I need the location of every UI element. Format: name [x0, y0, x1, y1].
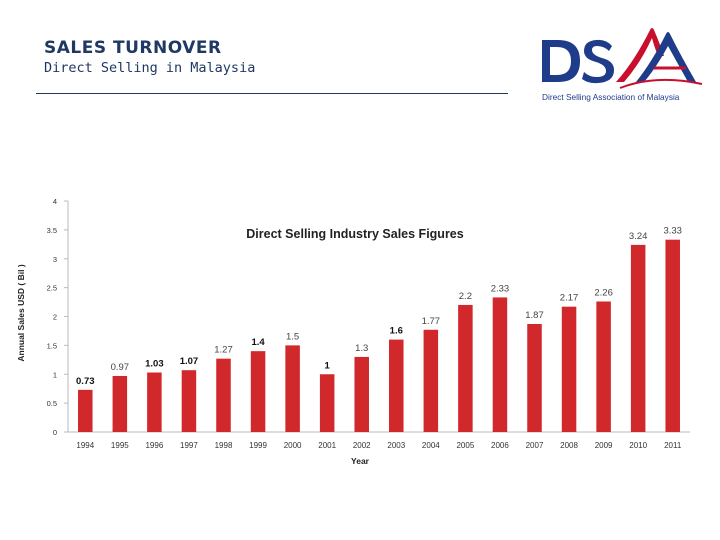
sales-bar-chart: Direct Selling Industry Sales Figures An… [16, 197, 690, 466]
x-tick-label-2010: 2010 [629, 441, 647, 450]
bar-2003 [389, 339, 404, 432]
x-tick-label-2003: 2003 [387, 441, 405, 450]
title-divider [36, 93, 508, 94]
data-label-2011: 3.33 [663, 226, 682, 237]
x-tick-label-2000: 2000 [284, 441, 302, 450]
data-label-1997: 1.07 [180, 356, 199, 367]
data-label-2000: 1.5 [286, 331, 299, 342]
data-label-2010: 3.24 [629, 231, 648, 242]
bar-group: 0.73 1994 0.97 1995 1.03 1996 1.07 1997 1.27 1998… [76, 226, 682, 450]
bar-2008 [561, 306, 577, 432]
bar-1995 [112, 375, 128, 432]
data-label-2009: 2.26 [594, 287, 613, 298]
bar-2011 [665, 239, 680, 432]
x-tick-label-1995: 1995 [111, 441, 129, 450]
data-label-1996: 1.03 [145, 359, 164, 370]
y-axis-label: Annual Sales USD ( Bil ) [16, 264, 26, 361]
bar-2002 [354, 356, 369, 432]
y-tick-label: 0 [53, 428, 57, 437]
data-label-2005: 2.2 [459, 291, 472, 302]
y-tick-label: 4 [53, 197, 57, 206]
x-tick-label-2008: 2008 [560, 441, 578, 450]
y-tick-label: 2 [53, 313, 57, 322]
bar-1994 [78, 389, 93, 432]
y-tick-label: 3 [53, 255, 57, 264]
dsam-logo: Direct Selling Association of Malaysia [542, 28, 703, 102]
data-label-2007: 1.87 [525, 310, 544, 321]
data-label-2003: 1.6 [390, 326, 403, 337]
bar-2010 [630, 244, 646, 432]
x-tick-label-1994: 1994 [76, 441, 94, 450]
bar-2005 [458, 304, 473, 432]
x-tick-label-1999: 1999 [249, 441, 267, 450]
data-label-2001: 1 [325, 360, 331, 371]
data-label-1994: 0.73 [76, 376, 95, 387]
data-label-2002: 1.3 [355, 343, 368, 354]
bar-2009 [596, 301, 611, 432]
bar-2006 [492, 297, 508, 432]
x-tick-label-1998: 1998 [215, 441, 233, 450]
data-label-2008: 2.17 [560, 293, 579, 304]
logo-mark [542, 28, 703, 89]
logo-tagline: Direct Selling Association of Malaysia [542, 92, 680, 102]
bar-2001 [319, 374, 335, 432]
x-tick-label-1996: 1996 [145, 441, 163, 450]
bar-1996 [147, 372, 162, 432]
y-tick-group: 0 0.5 1 1.5 2 2.5 3 3.5 4 [47, 197, 68, 437]
x-tick-label-2005: 2005 [456, 441, 474, 450]
bar-2007 [527, 324, 542, 432]
y-tick-label: 0.5 [47, 399, 57, 408]
y-tick-label: 1.5 [47, 341, 57, 350]
data-label-1999: 1.4 [251, 337, 265, 348]
data-label-2006: 2.33 [491, 283, 510, 294]
x-tick-label-1997: 1997 [180, 441, 198, 450]
x-tick-label-2001: 2001 [318, 441, 336, 450]
y-tick-label: 2.5 [47, 284, 57, 293]
data-label-2004: 1.77 [422, 316, 441, 327]
x-tick-label-2004: 2004 [422, 441, 440, 450]
chart-title: Direct Selling Industry Sales Figures [246, 227, 463, 241]
data-label-1995: 0.97 [111, 362, 130, 373]
page-subtitle: Direct Selling in Malaysia [44, 60, 256, 76]
bar-2000 [285, 345, 300, 432]
x-tick-label-2006: 2006 [491, 441, 509, 450]
bar-1998 [216, 358, 231, 432]
bar-1999 [250, 351, 266, 432]
x-tick-label-2011: 2011 [664, 441, 682, 450]
x-tick-label-2009: 2009 [595, 441, 613, 450]
x-axis-label: Year [351, 456, 370, 466]
bar-1997 [181, 370, 197, 432]
page-title: SALES TURNOVER [44, 38, 222, 58]
x-tick-label-2007: 2007 [526, 441, 544, 450]
y-tick-label: 1 [53, 370, 57, 379]
data-label-1998: 1.27 [214, 345, 233, 356]
bar-2004 [423, 329, 439, 432]
y-tick-label: 3.5 [47, 226, 57, 235]
x-tick-label-2002: 2002 [353, 441, 371, 450]
